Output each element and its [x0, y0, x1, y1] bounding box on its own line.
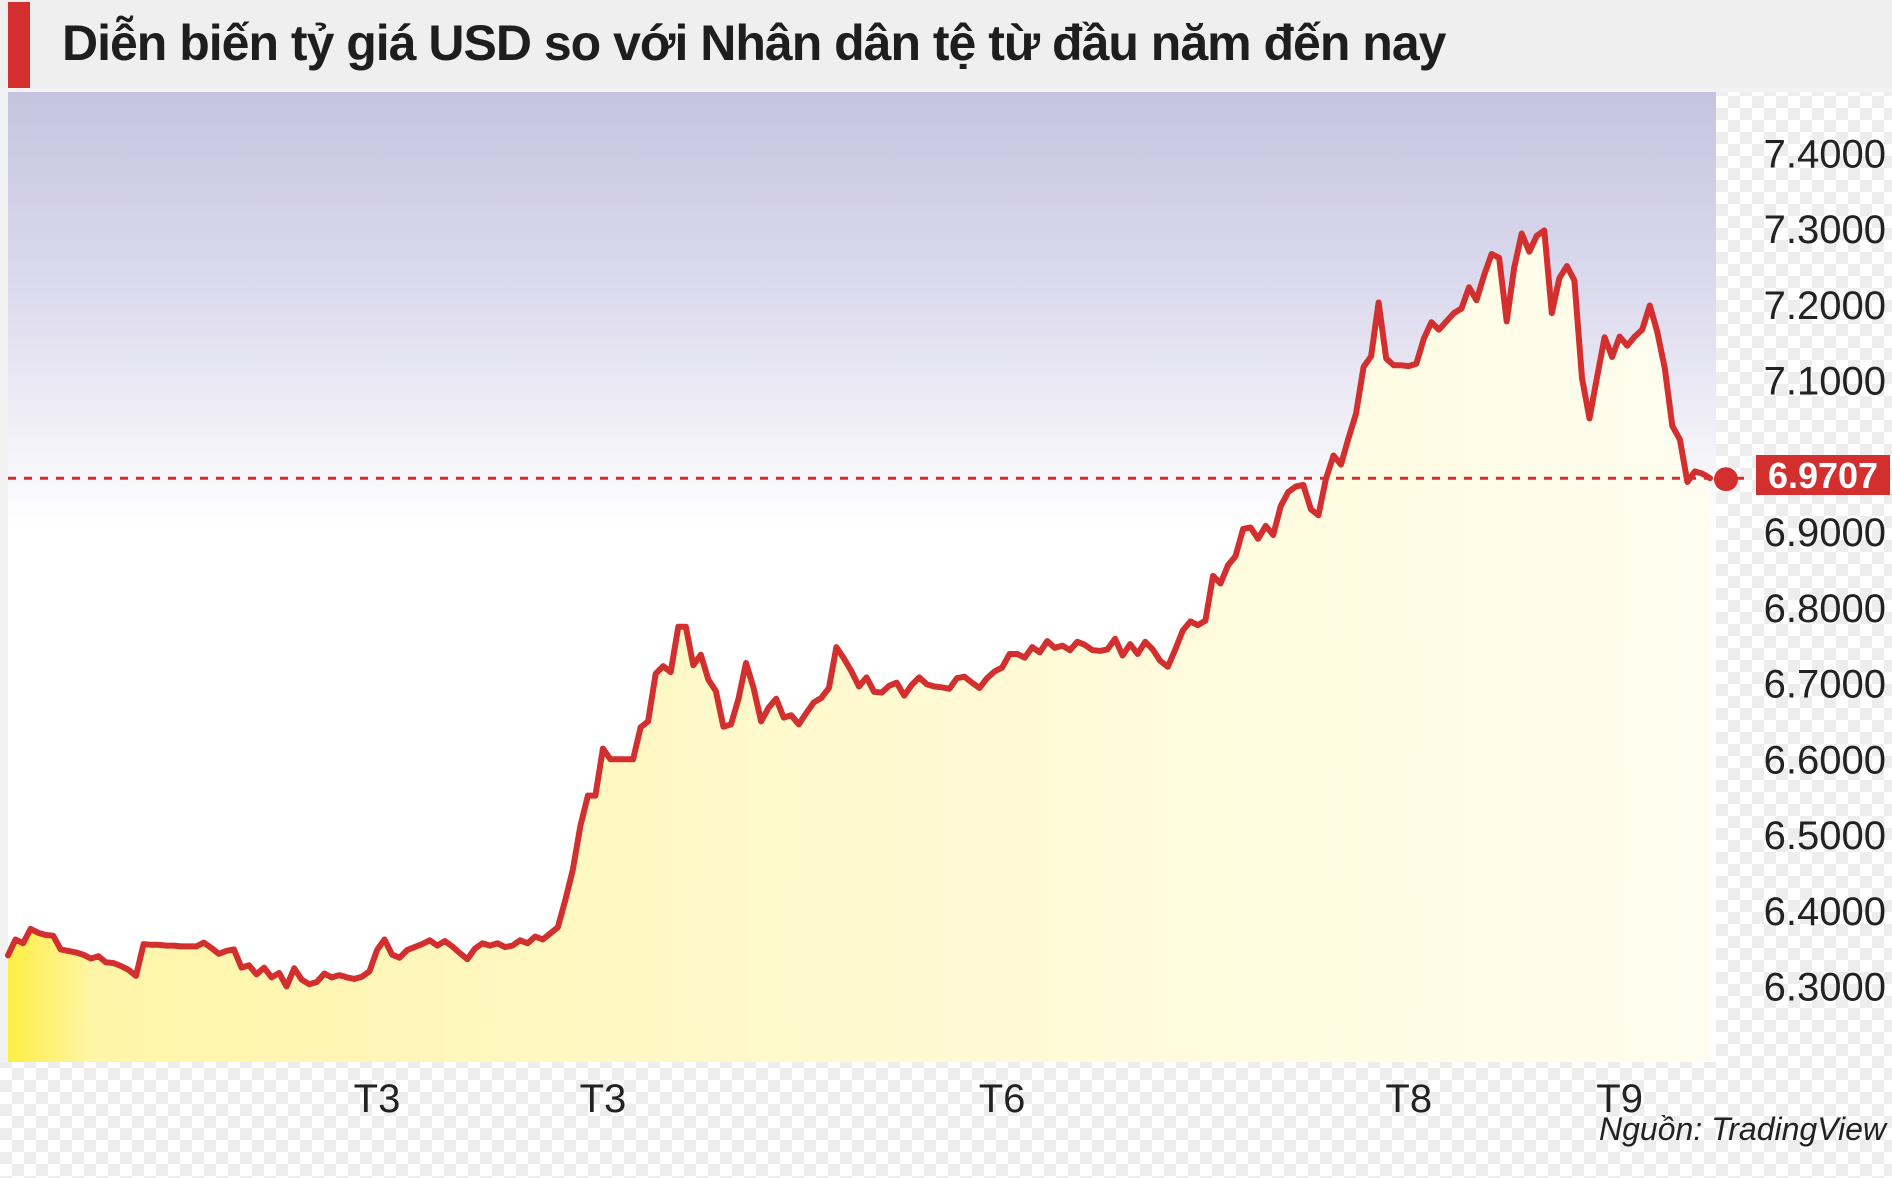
- x-axis: T3T3T6T8T9T11: [354, 1077, 1643, 1121]
- y-tick-label: 7.2000: [1764, 284, 1886, 328]
- axis-panel-bg: [1716, 92, 1892, 1178]
- y-tick-label: 6.9000: [1764, 511, 1886, 555]
- y-tick-label: 6.5000: [1764, 814, 1886, 858]
- series-line: [5, 227, 1713, 990]
- current-value-marker: [1714, 467, 1738, 492]
- y-tick-label: 6.3000: [1764, 966, 1886, 1010]
- current-value-label: 6.9707: [1768, 455, 1878, 496]
- area-fill: [8, 230, 1710, 1062]
- chart-title: Diễn biến tỷ giá USD so với Nhân dân tệ …: [62, 15, 1446, 71]
- y-axis: 7.4000 7.3000 7.2000 7.1000 6.9000 6.8000 6.70…: [1764, 132, 1886, 1009]
- title-accent-bar: [8, 2, 30, 88]
- y-tick-label: 7.1000: [1764, 360, 1886, 404]
- bottom-panel-bg: [0, 1062, 1892, 1178]
- x-tick-label: T3: [580, 1077, 627, 1121]
- y-tick-label: 6.8000: [1764, 587, 1886, 631]
- x-tick-label: T3: [354, 1077, 401, 1121]
- y-tick-label: 6.6000: [1764, 738, 1886, 782]
- y-tick-label: 6.4000: [1764, 890, 1886, 934]
- x-tick-label: T8: [1385, 1077, 1432, 1121]
- x-tick-label: T9: [1596, 1077, 1643, 1121]
- y-tick-label: 7.3000: [1764, 208, 1886, 252]
- y-tick-label: 7.4000: [1764, 132, 1886, 176]
- title-bar: [0, 0, 1892, 88]
- x-tick-label: T6: [979, 1077, 1026, 1121]
- current-value-badge: [1756, 455, 1890, 495]
- source-note: Nguồn: TradingView: [1599, 1111, 1888, 1147]
- y-tick-label: 6.7000: [1764, 663, 1886, 707]
